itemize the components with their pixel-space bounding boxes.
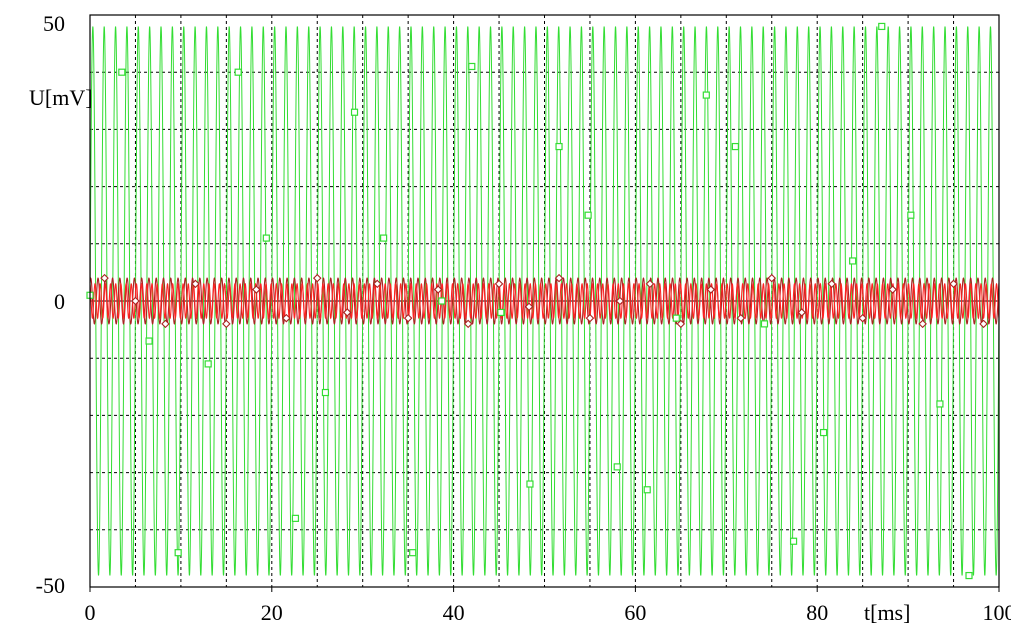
- series-1-marker: [819, 428, 828, 437]
- x-tick-label: 100: [983, 600, 1011, 625]
- series-1-marker: [965, 571, 973, 580]
- series-1-marker: [878, 22, 886, 31]
- series-2-marker: [918, 319, 927, 329]
- series-1-marker: [555, 142, 563, 151]
- y-tick-label: 0: [54, 289, 65, 314]
- series-1-marker: [409, 549, 417, 557]
- series-2-marker: [676, 319, 686, 329]
- series-1-marker: [468, 62, 476, 71]
- series-1-marker: [731, 142, 739, 151]
- y-axis-label: U[mV]: [29, 85, 93, 110]
- series-2-marker: [524, 302, 534, 311]
- series-2-marker: [463, 319, 473, 329]
- x-tick-label: 0: [85, 600, 96, 625]
- series-1-marker: [438, 297, 446, 305]
- series-1-marker: [936, 400, 944, 408]
- series-2-marker: [979, 319, 988, 329]
- series-1-marker: [118, 68, 126, 76]
- series-1-marker: [613, 463, 621, 471]
- series-1-marker: [234, 68, 242, 76]
- series-2-marker: [282, 313, 291, 323]
- series-2-marker: [615, 296, 625, 306]
- series-1-marker: [526, 480, 534, 488]
- series-2-marker: [312, 273, 322, 283]
- y-tick-label: 50: [43, 11, 65, 36]
- series-2-marker: [645, 279, 655, 289]
- series-2-marker: [797, 308, 807, 317]
- series-2-marker: [100, 273, 109, 283]
- tick-labels: 0 20 40 60 80 100 -50 0 50: [36, 11, 1011, 625]
- series-2-marker: [372, 279, 382, 289]
- series-2-marker: [888, 285, 897, 294]
- series-2-marker: [706, 285, 716, 294]
- x-tick-label: 80: [806, 600, 828, 625]
- series-1-marker: [145, 337, 153, 345]
- series-2-marker: [403, 313, 413, 323]
- x-axis-label: t[ms]: [864, 600, 910, 625]
- series-2-marker: [554, 273, 564, 283]
- x-tick-label: 60: [624, 600, 646, 625]
- series-1-marker: [204, 360, 212, 368]
- series-2-marker: [494, 279, 504, 289]
- series-2-marker: [222, 319, 231, 329]
- series-2-marker: [252, 285, 261, 294]
- series-1-marker: [321, 388, 330, 397]
- series-2-marker: [191, 279, 200, 289]
- y-tick-label: -50: [36, 573, 65, 598]
- series-2-marker: [858, 313, 867, 323]
- series-1-marker: [262, 234, 270, 242]
- series-1-marker: [702, 91, 710, 99]
- series-1-marker: [789, 537, 798, 545]
- series-2-marker: [827, 279, 837, 289]
- series-1-marker: [907, 211, 915, 219]
- series-2-marker: [585, 313, 595, 323]
- series-2-marker: [736, 313, 746, 323]
- x-tick-label: 20: [261, 600, 283, 625]
- plot-frame: [89, 14, 1000, 588]
- series-2-marker: [131, 296, 140, 306]
- series-1-marker: [584, 211, 592, 219]
- series-1-marker: [672, 314, 680, 322]
- series-line-3: [89, 282, 1000, 320]
- series-1-marker: [380, 234, 388, 242]
- series-1-marker: [760, 320, 769, 328]
- x-tick-label: 40: [443, 600, 465, 625]
- markers-layer: [86, 22, 988, 580]
- series-1-marker: [497, 308, 505, 317]
- series-layer: [89, 26, 1000, 576]
- series-2-marker: [767, 273, 777, 283]
- series-2-marker: [342, 308, 352, 317]
- series-1-marker: [174, 549, 182, 557]
- series-1-marker: [291, 514, 300, 522]
- series-2-marker: [161, 319, 170, 329]
- series-2-marker: [949, 279, 958, 289]
- series-1-marker: [350, 108, 359, 116]
- series-1-marker: [643, 486, 651, 494]
- series-2-marker: [433, 285, 443, 294]
- series-1-marker: [849, 257, 857, 265]
